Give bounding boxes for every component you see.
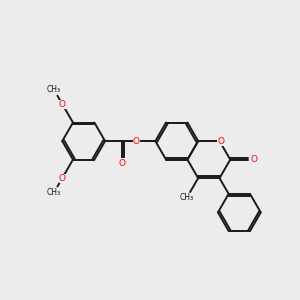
Text: CH₃: CH₃ — [47, 85, 61, 94]
Text: O: O — [59, 174, 66, 183]
Text: O: O — [133, 136, 140, 146]
Text: O: O — [250, 155, 257, 164]
Text: O: O — [119, 159, 126, 168]
Text: O: O — [59, 100, 66, 109]
Text: CH₃: CH₃ — [47, 188, 61, 197]
Text: O: O — [217, 136, 224, 146]
Text: CH₃: CH₃ — [180, 193, 194, 202]
